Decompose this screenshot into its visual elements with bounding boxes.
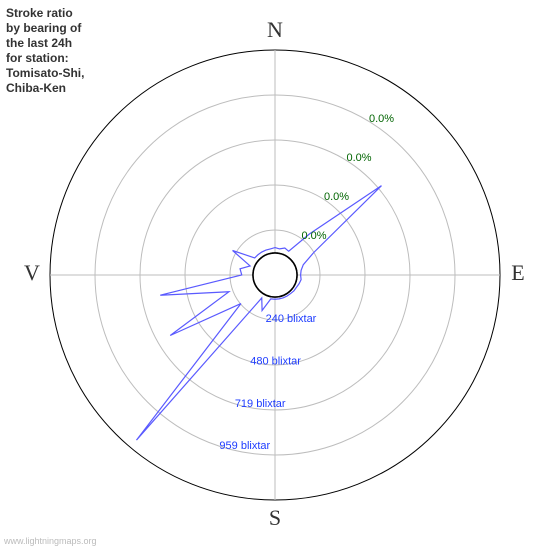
pct-label-3: 0.0% [369, 113, 394, 125]
cardinal-N: N [267, 17, 283, 42]
blixtar-label-0: 240 blixtar [266, 313, 317, 325]
blixtar-label-3: 959 blixtar [219, 440, 270, 452]
blixtar-label-1: 480 blixtar [250, 355, 301, 367]
blixtar-label-2: 719 blixtar [235, 398, 286, 410]
pct-label-1: 0.0% [324, 191, 349, 203]
cardinal-S: S [269, 505, 281, 530]
cardinal-W: V [24, 260, 40, 285]
pct-label-0: 0.0% [302, 230, 327, 242]
polar-chart: N E S V 0.0% 0.0% 0.0% 0.0% 240 blixtar 480 blixt… [0, 0, 550, 550]
hub-circle-top [253, 253, 297, 297]
cardinal-E: E [511, 260, 524, 285]
pct-label-2: 0.0% [347, 152, 372, 164]
